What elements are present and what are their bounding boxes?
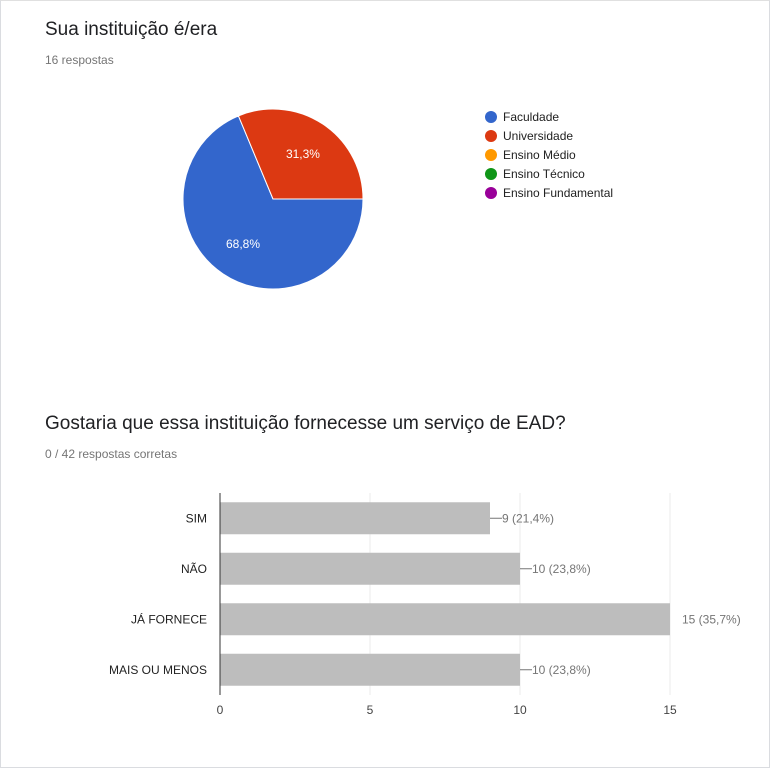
bar-sim[interactable] bbox=[220, 502, 490, 535]
category-label: NÃO bbox=[181, 562, 207, 576]
legend-item-universidade[interactable]: Universidade bbox=[485, 126, 613, 145]
x-tick-label: 0 bbox=[217, 703, 224, 717]
legend-item-ensino-medio[interactable]: Ensino Médio bbox=[485, 145, 613, 164]
pie-chart: 68,8% 31,3% bbox=[182, 108, 364, 290]
legend-swatch bbox=[485, 148, 497, 161]
legend-label: Universidade bbox=[503, 128, 574, 143]
data-label: 15 (35,7%) bbox=[682, 612, 741, 626]
correct-count: 0 / 42 respostas corretas bbox=[45, 447, 178, 461]
question-title-ead: Gostaria que essa instituição fornecesse… bbox=[45, 413, 566, 434]
legend-item-ensino-tecnico[interactable]: Ensino Técnico bbox=[485, 164, 613, 183]
response-count: 16 respostas bbox=[45, 53, 114, 67]
legend-item-faculdade[interactable]: Faculdade bbox=[485, 107, 613, 126]
legend-swatch bbox=[485, 110, 497, 123]
legend-label: Ensino Médio bbox=[503, 147, 576, 162]
bar-não[interactable] bbox=[220, 552, 520, 585]
legend-item-ensino-fundamental[interactable]: Ensino Fundamental bbox=[485, 183, 613, 202]
legend-label: Ensino Técnico bbox=[503, 166, 585, 181]
data-label: 10 (23,8%) bbox=[532, 663, 591, 677]
pie-slice-universidade[interactable] bbox=[237, 108, 364, 200]
category-label: SIM bbox=[186, 511, 207, 525]
x-tick-label: 5 bbox=[367, 703, 374, 717]
bar-mais-ou-menos[interactable] bbox=[220, 653, 520, 686]
data-label: 9 (21,4%) bbox=[502, 511, 554, 525]
legend-swatch bbox=[485, 167, 497, 180]
question-title-institution: Sua instituição é/era bbox=[45, 19, 218, 40]
legend-swatch bbox=[485, 186, 497, 199]
pie-slice-faculdade[interactable] bbox=[182, 115, 364, 290]
x-tick-label: 15 bbox=[663, 703, 677, 717]
pie-legend: Faculdade Universidade Ensino Médio Ensi… bbox=[485, 107, 613, 202]
legend-swatch bbox=[485, 129, 497, 142]
data-label: 10 (23,8%) bbox=[532, 562, 591, 576]
category-label: MAIS OU MENOS bbox=[109, 663, 207, 677]
legend-label: Faculdade bbox=[503, 109, 560, 124]
legend-label: Ensino Fundamental bbox=[503, 185, 614, 200]
pie-slice-label: 31,3% bbox=[286, 147, 320, 161]
pie-slice-label: 68,8% bbox=[226, 237, 260, 251]
category-label: JÁ FORNECE bbox=[131, 611, 207, 626]
bar-já-fornece[interactable] bbox=[220, 603, 670, 636]
x-tick-label: 10 bbox=[513, 703, 527, 717]
